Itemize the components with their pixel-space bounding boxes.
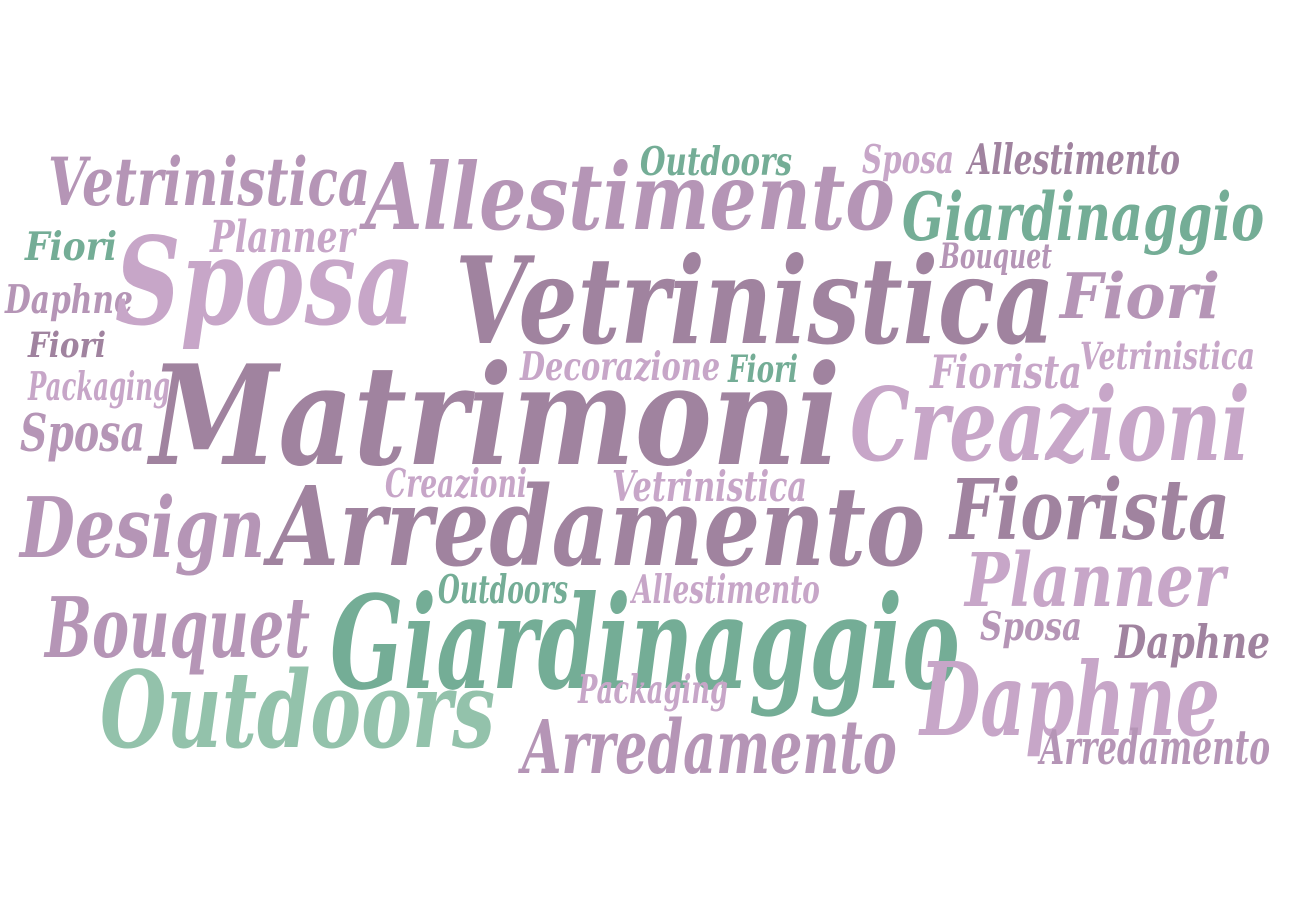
- word-allestimento: Allestimento: [365, 143, 895, 251]
- word-outdoors: Outdoors: [100, 647, 496, 772]
- word-bouquet: Bouquet: [940, 236, 1053, 277]
- word-daphne: Daphne: [920, 640, 1220, 759]
- word-vetrinistica: Vetrinistica: [48, 143, 371, 221]
- word-vetrinistica: Vetrinistica: [455, 231, 1055, 372]
- word-daphne: Daphne: [1115, 615, 1271, 669]
- word-matrimoni: Matrimoni: [150, 334, 841, 497]
- word-giardinaggio: Giardinaggio: [902, 178, 1265, 256]
- word-bouquet: Bouquet: [45, 579, 310, 677]
- word-planner: Planner: [210, 212, 355, 263]
- word-packaging: Packaging: [578, 667, 729, 713]
- word-packaging: Packaging: [28, 364, 171, 410]
- word-decorazione: Decorazione: [520, 344, 721, 390]
- word-fiori: Fiori: [25, 224, 118, 270]
- word-fiori: Fiori: [28, 325, 107, 366]
- word-sposa: Sposa: [115, 210, 415, 353]
- word-design: Design: [20, 479, 265, 577]
- word-fiorista: Fiorista: [950, 461, 1231, 559]
- word-fiori: Fiori: [728, 347, 798, 391]
- word-allestimento: Allestimento: [968, 135, 1180, 184]
- word-creazioni: Creazioni: [850, 365, 1250, 484]
- word-sposa: Sposa: [980, 604, 1083, 650]
- word-fiori: Fiori: [1060, 259, 1220, 333]
- word-giardinaggio: Giardinaggio: [330, 568, 960, 719]
- word-arredamento: Arredamento: [1040, 720, 1271, 776]
- word-vetrinistica: Vetrinistica: [1080, 334, 1255, 378]
- word-arredamento: Arredamento: [270, 462, 926, 591]
- word-vetrinistica: Vetrinistica: [612, 462, 808, 511]
- word-arredamento: Arredamento: [522, 705, 897, 791]
- word-outdoors: Outdoors: [438, 567, 568, 613]
- word-sposa: Sposa: [20, 404, 146, 464]
- word-daphne: Daphne: [5, 277, 133, 323]
- word-outdoors: Outdoors: [640, 139, 793, 185]
- word-planner: Planner: [965, 538, 1225, 624]
- word-allestimento: Allestimento: [632, 567, 820, 613]
- word-creazioni: Creazioni: [385, 461, 527, 507]
- word-sposa: Sposa: [862, 137, 955, 183]
- word-fiorista: Fiorista: [930, 345, 1083, 399]
